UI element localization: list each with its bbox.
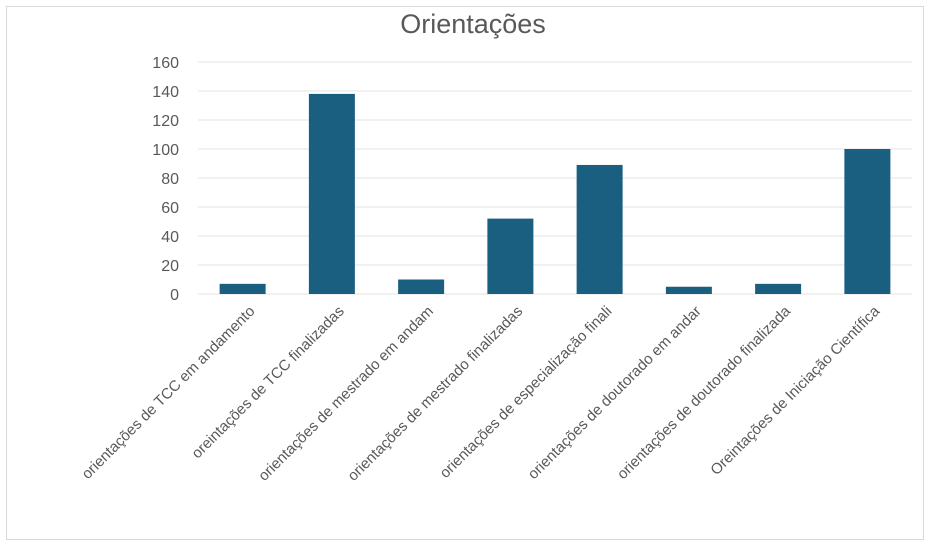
bar (308, 93, 355, 295)
bar (665, 286, 712, 294)
y-tick-label: 80 (161, 171, 179, 188)
y-tick-label: 100 (152, 142, 179, 159)
y-tick-label: 60 (161, 200, 179, 217)
chart-title: Orientações (400, 9, 546, 39)
x-tick-label: orientações de especialização finali (437, 303, 616, 482)
bar (844, 149, 891, 294)
x-tick-label: orientações de mestrado finalizadas (344, 303, 526, 485)
x-tick-label: Oreintações de Iniciação Científica (707, 302, 883, 478)
y-tick-label: 140 (152, 84, 179, 101)
bar (487, 218, 534, 294)
chart-frame (6, 6, 924, 540)
x-tick-label: orientações de doutorado em andar (525, 303, 705, 483)
gridlines (198, 61, 912, 295)
y-tick-label: 160 (152, 55, 179, 72)
x-tick-label: orientações de doutorado finalizada (614, 302, 795, 483)
y-axis-ticks: 0 20 40 60 80 100 120 140 160 (152, 55, 179, 304)
x-tick-label: orientações de mestrado em andam (255, 303, 437, 485)
bar (755, 283, 802, 294)
x-tick-label: orientações de TCC em andamento (79, 303, 259, 483)
y-tick-label: 40 (161, 229, 179, 246)
bar (219, 283, 266, 294)
bars (219, 93, 891, 295)
bar (576, 164, 623, 294)
y-tick-label: 20 (161, 258, 179, 275)
x-tick-label: oreintações de TCC finalizadas (188, 303, 347, 462)
x-axis-ticks: orientações de TCC em andamentooreintaçõ… (79, 302, 884, 484)
y-tick-label: 120 (152, 113, 179, 130)
y-tick-label: 0 (170, 287, 179, 304)
bar (398, 279, 445, 294)
